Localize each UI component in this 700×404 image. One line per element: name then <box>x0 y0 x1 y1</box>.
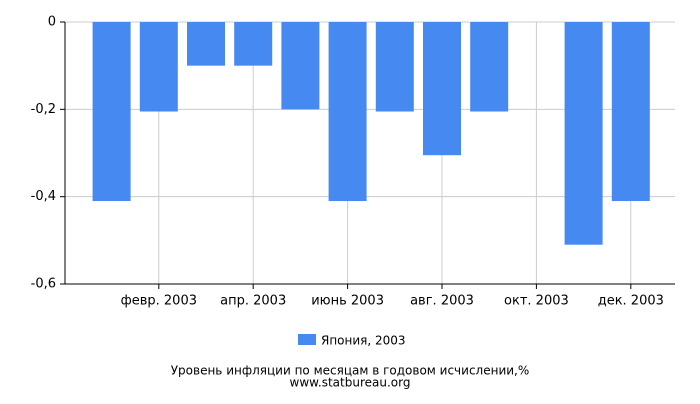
y-tick-label: 0 <box>48 15 56 30</box>
bar <box>423 22 461 156</box>
bar <box>611 22 650 202</box>
y-tick-label: -0,2 <box>31 102 56 117</box>
y-tick-label: -0,4 <box>31 189 56 204</box>
bar <box>564 22 603 245</box>
bar <box>92 22 131 202</box>
legend-swatch <box>298 334 316 345</box>
bar <box>375 22 414 112</box>
chart-title: Уровень инфляции по месяцам в годовом ис… <box>171 364 530 378</box>
bar <box>281 22 320 110</box>
y-tick-label: -0,6 <box>31 277 56 292</box>
x-tick-label: дек. 2003 <box>598 294 664 309</box>
chart-subtitle: www.statbureau.org <box>290 376 411 390</box>
x-tick-label: июнь 2003 <box>311 294 384 309</box>
x-tick-label: апр. 2003 <box>220 294 286 309</box>
bar <box>234 22 273 66</box>
bar <box>187 22 225 66</box>
x-tick-label: окт. 2003 <box>504 294 569 309</box>
x-tick-label: авг. 2003 <box>410 294 474 309</box>
x-tick-label: февр. 2003 <box>121 294 197 309</box>
bar <box>470 22 509 112</box>
bar <box>139 22 178 112</box>
bar <box>328 22 367 202</box>
legend-label: Япония, 2003 <box>321 334 406 348</box>
